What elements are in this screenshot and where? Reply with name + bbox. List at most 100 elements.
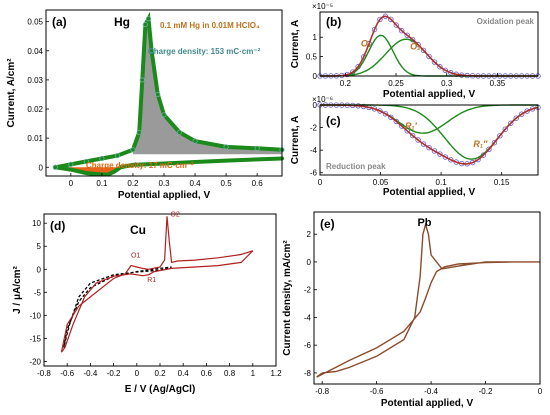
y-tick-label: 0 <box>307 258 312 267</box>
x-tick-label: 0.35 <box>490 79 506 88</box>
x-axis-label: Potential applied, V <box>381 398 474 409</box>
x-tick-label: 0.6 <box>201 369 213 378</box>
legend-text: 0.1 mM Hg in 0.01M HClO₄ <box>160 21 260 30</box>
data-point <box>142 21 148 28</box>
panel-label: (e) <box>320 217 335 231</box>
data-point <box>377 16 383 23</box>
data-point <box>52 164 58 170</box>
series-line-cv <box>316 221 540 378</box>
peak-label: O1 <box>131 252 140 259</box>
y-tick-label: 0.05 <box>27 18 43 27</box>
data-point <box>404 32 410 39</box>
x-tick-label: 0.5 <box>221 179 233 188</box>
x-tick-label: 0.2 <box>340 79 352 88</box>
data-point <box>513 115 519 121</box>
data-point <box>176 129 183 135</box>
x-axis-label: E / V (Ag/AgCl) <box>125 384 196 395</box>
data-point <box>491 139 498 146</box>
data-point <box>377 108 383 114</box>
y-axis-label: Current, A <box>290 116 301 165</box>
y-tick-label: -15 <box>29 334 41 343</box>
element-label: Pb <box>417 217 431 229</box>
data-point <box>420 47 427 54</box>
data-point <box>448 157 454 163</box>
plot-frame <box>313 211 541 385</box>
panel-label: (a) <box>52 15 67 29</box>
y-tick-label: -5 <box>34 288 42 297</box>
y-tick-label: 0 <box>37 265 42 274</box>
data-point <box>393 22 399 28</box>
data-point <box>382 111 389 117</box>
data-point <box>388 114 394 120</box>
data-point <box>502 126 508 132</box>
data-point <box>486 146 492 153</box>
x-tick-label: 0 <box>318 178 323 187</box>
plot-frame <box>319 11 539 77</box>
x-tick-label: -0.8 <box>37 369 51 378</box>
x-tick-label: 0.4 <box>178 369 190 378</box>
y-exponent: ×10⁻⁶ <box>312 95 333 104</box>
peak-name-label: R₁″ <box>473 139 488 149</box>
panel-a: 0 0.1 0.2 0.3 0.4 0.5 0.6 0 0.01 0.02 0.03 0.04 0.05… <box>6 9 285 201</box>
y-axis-label: Current, A/cm² <box>6 58 17 128</box>
x-axis-label: Potential applied, V <box>383 187 476 198</box>
series-line-anodic <box>53 11 284 170</box>
y-axis-label: J / μA/cm² <box>12 265 23 313</box>
y-tick-label: 0 <box>313 101 318 110</box>
data-point <box>83 158 89 165</box>
y-tick-label: 0.04 <box>27 47 43 56</box>
y-tick-label: 10 <box>32 219 41 228</box>
x-tick-label: 0.6 <box>252 179 264 188</box>
x-tick-label: 0 <box>69 179 74 188</box>
panel-c: 0 0.05 0.1 0.15 0 -2 -4 -6 Potential applied, V C… <box>290 95 541 198</box>
annotation-oxidation-charge: Charge density: 153 mC·cm⁻² <box>148 47 261 56</box>
y-tick-label: -8 <box>304 369 312 378</box>
x-tick-label: 0.25 <box>388 79 404 88</box>
data-point <box>399 28 405 34</box>
data-point <box>437 151 443 157</box>
x-tick-label: -0.6 <box>60 369 74 378</box>
plot-frame <box>43 213 277 367</box>
x-tick-label: 0.2 <box>127 179 139 188</box>
y-tick-label: -2 <box>310 124 318 133</box>
panel-title: Oxidation peak <box>477 17 535 26</box>
y-tick-label: -4 <box>310 146 318 155</box>
panel-title: Reduction peak <box>326 162 386 171</box>
x-tick-label: 1 <box>251 369 256 378</box>
y-axis-label: Current, A <box>290 20 301 69</box>
x-tick-label: 0.2 <box>154 369 166 378</box>
panel-label: (b) <box>326 15 341 29</box>
x-tick-label: -0.6 <box>370 387 384 396</box>
x-axis-label: Potential applied, V <box>118 190 211 201</box>
y-tick-label: 0.02 <box>27 105 43 114</box>
series-line-red <box>60 216 254 353</box>
data-point <box>99 155 105 162</box>
data-point <box>431 148 438 154</box>
component-peak-2 <box>320 38 538 77</box>
data-point <box>431 59 438 65</box>
x-tick-label: 0.05 <box>373 178 389 187</box>
y-tick-label: 0.5 <box>306 53 318 62</box>
annotation-reduction-charge: Charge density: 17 mC·cm⁻² <box>86 161 194 170</box>
series-line-cathodic <box>53 156 284 177</box>
y-exponent: ×10⁻⁵ <box>312 2 333 11</box>
y-tick-label: 2 <box>307 230 312 239</box>
y-tick-label: 5 <box>37 242 42 251</box>
y-tick-label: -2 <box>304 286 312 295</box>
data-point <box>366 40 372 47</box>
sum-fit-line <box>320 104 539 165</box>
y-tick-label: -6 <box>304 341 312 350</box>
data-point <box>223 144 229 150</box>
peak-name-label: O₂ <box>410 41 421 51</box>
data-point <box>161 112 167 118</box>
y-tick-label: 0.01 <box>27 134 43 143</box>
x-tick-label: 0.8 <box>224 369 236 378</box>
x-tick-label: 0.4 <box>189 179 201 188</box>
peak-label: O2 <box>170 211 179 218</box>
panel-b: 0.2 0.25 0.3 0.35 0 0.5 1 Potential applied, V C… <box>290 2 541 100</box>
y-tick-label: 0.03 <box>27 76 43 85</box>
data-point <box>426 53 432 60</box>
data-point <box>139 77 145 83</box>
x-tick-label: 0.1 <box>96 179 108 188</box>
